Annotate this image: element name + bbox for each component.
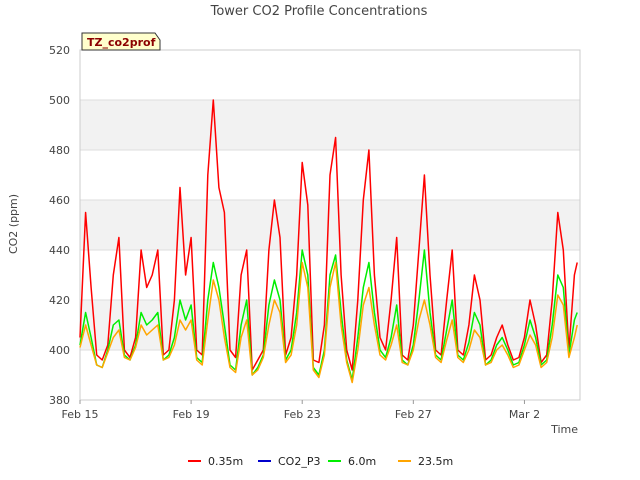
y-tick-label: 500 <box>49 94 70 107</box>
y-tick-label: 400 <box>49 344 70 357</box>
series-lines <box>79 99 578 384</box>
chart-title: Tower CO2 Profile Concentrations <box>210 4 428 19</box>
x-tick-label: Feb 15 <box>62 408 99 421</box>
x-tick-label: Mar 2 <box>509 408 540 421</box>
legend: 0.35m CO2_P3 6.0m 23.5m <box>188 455 453 468</box>
y-axis-label: CO2 (ppm) <box>7 194 20 254</box>
plot-band <box>80 200 580 250</box>
x-tick-label: Feb 23 <box>284 408 321 421</box>
series-line-23-5m <box>79 261 578 384</box>
y-axis-ticks: 380 400 420 440 460 480 500 520 <box>49 44 70 407</box>
legend-label: 6.0m <box>348 455 376 468</box>
plot-frame <box>79 49 581 401</box>
y-tick-label: 460 <box>49 194 70 207</box>
plot-band <box>80 350 580 400</box>
x-tick-label: Feb 19 <box>173 408 210 421</box>
legend-label: CO2_P3 <box>278 455 320 468</box>
plot-area <box>79 49 581 401</box>
x-axis-label: Time <box>550 423 578 436</box>
station-tag-label: TZ_co2prof <box>87 36 156 49</box>
station-tag: TZ_co2prof <box>81 32 161 51</box>
legend-label: 0.35m <box>208 455 243 468</box>
y-tick-label: 520 <box>49 44 70 57</box>
legend-label: 23.5m <box>418 455 453 468</box>
x-axis-ticks: Feb 15 Feb 19 Feb 23 Feb 27 Mar 2 <box>62 400 540 421</box>
y-tick-label: 440 <box>49 244 70 257</box>
y-tick-label: 480 <box>49 144 70 157</box>
plot-band <box>80 100 580 150</box>
plot-band <box>80 50 580 100</box>
x-tick-label: Feb 27 <box>395 408 432 421</box>
y-tick-label: 380 <box>49 394 70 407</box>
y-tick-label: 420 <box>49 294 70 307</box>
station-tag-box <box>81 32 161 51</box>
